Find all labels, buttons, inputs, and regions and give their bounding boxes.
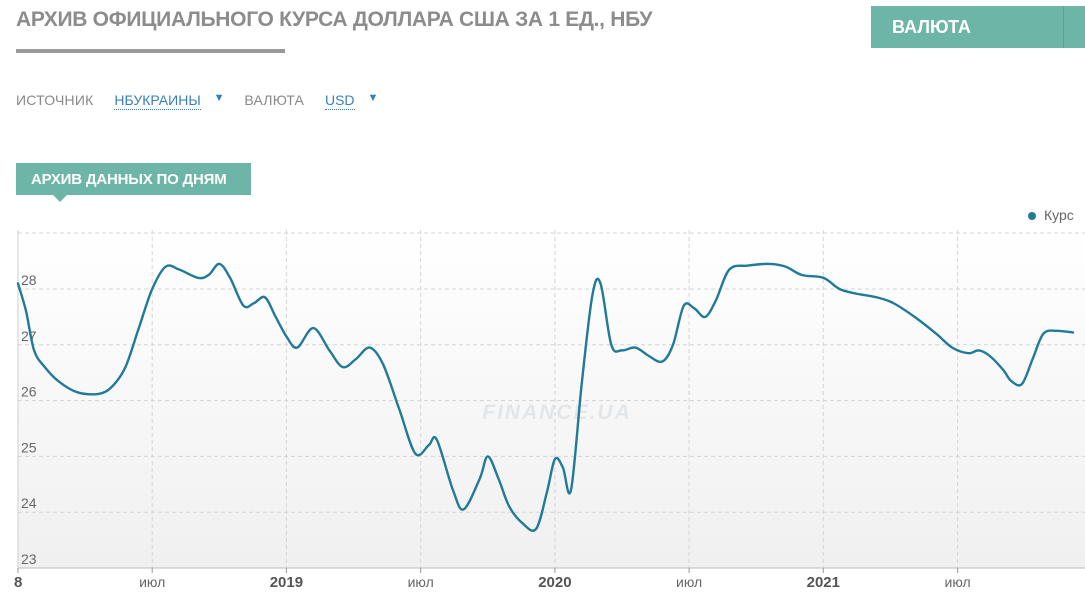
y-tick-label: 24 xyxy=(21,495,37,511)
legend-label: Курс xyxy=(1044,207,1074,223)
legend-dot-icon xyxy=(1028,212,1036,221)
series-line xyxy=(16,262,1075,532)
source-dropdown[interactable]: НБУКРАИНЫ xyxy=(114,92,201,110)
currency-label: ВАЛЮТА xyxy=(244,92,305,108)
x-tick-label: 2019 xyxy=(270,574,303,591)
currency-menu-button[interactable]: ВАЛЮТА xyxy=(871,6,1085,48)
y-tick-label: 23 xyxy=(21,551,37,567)
tab-pointer xyxy=(53,195,67,202)
source-caret-icon[interactable]: ▼ xyxy=(213,92,225,104)
x-tick-label: 2020 xyxy=(538,574,571,591)
x-tick-label: июл xyxy=(945,574,971,590)
currency-caret-icon[interactable]: ▼ xyxy=(367,92,379,104)
x-tick-label: июл xyxy=(676,574,702,590)
source-label: ИСТОЧНИК xyxy=(16,92,94,108)
currency-dropdown[interactable]: USD xyxy=(324,92,355,110)
filter-bar: ИСТОЧНИК НБУКРАИНЫ ▼ ВАЛЮТА USD ▼ xyxy=(16,92,378,110)
chart-plot: FINANCE.UA 23 24 25 26 27 28 8 июл 2019 июл 2020 и… xyxy=(14,230,1085,591)
y-tick-label: 25 xyxy=(21,439,37,455)
plot-background xyxy=(18,230,1085,568)
grid xyxy=(17,230,1085,569)
page-title: АРХИВ ОФИЦИАЛЬНОГО КУРСА ДОЛЛАРА США ЗА … xyxy=(16,8,653,31)
x-axis: 8 июл 2019 июл 2020 июл 2021 июл xyxy=(14,568,971,591)
chart-legend[interactable]: Курс xyxy=(1028,207,1074,223)
y-tick-label: 28 xyxy=(21,272,37,288)
title-underline xyxy=(16,49,285,53)
button-divider xyxy=(1063,6,1064,48)
currency-menu-label: ВАЛЮТА xyxy=(892,17,971,37)
tab-daily-archive[interactable]: АРХИВ ДАННЫХ ПО ДНЯМ xyxy=(16,163,251,195)
x-tick-label: 8 xyxy=(14,574,22,591)
x-tick-label: июл xyxy=(408,574,434,590)
x-tick-label: 2021 xyxy=(807,574,840,591)
y-axis: 23 24 25 26 27 28 xyxy=(21,272,37,567)
y-tick-label: 27 xyxy=(21,328,37,344)
x-tick-label: июл xyxy=(139,574,165,590)
y-tick-label: 26 xyxy=(21,384,37,400)
watermark: FINANCE.UA xyxy=(482,401,632,424)
